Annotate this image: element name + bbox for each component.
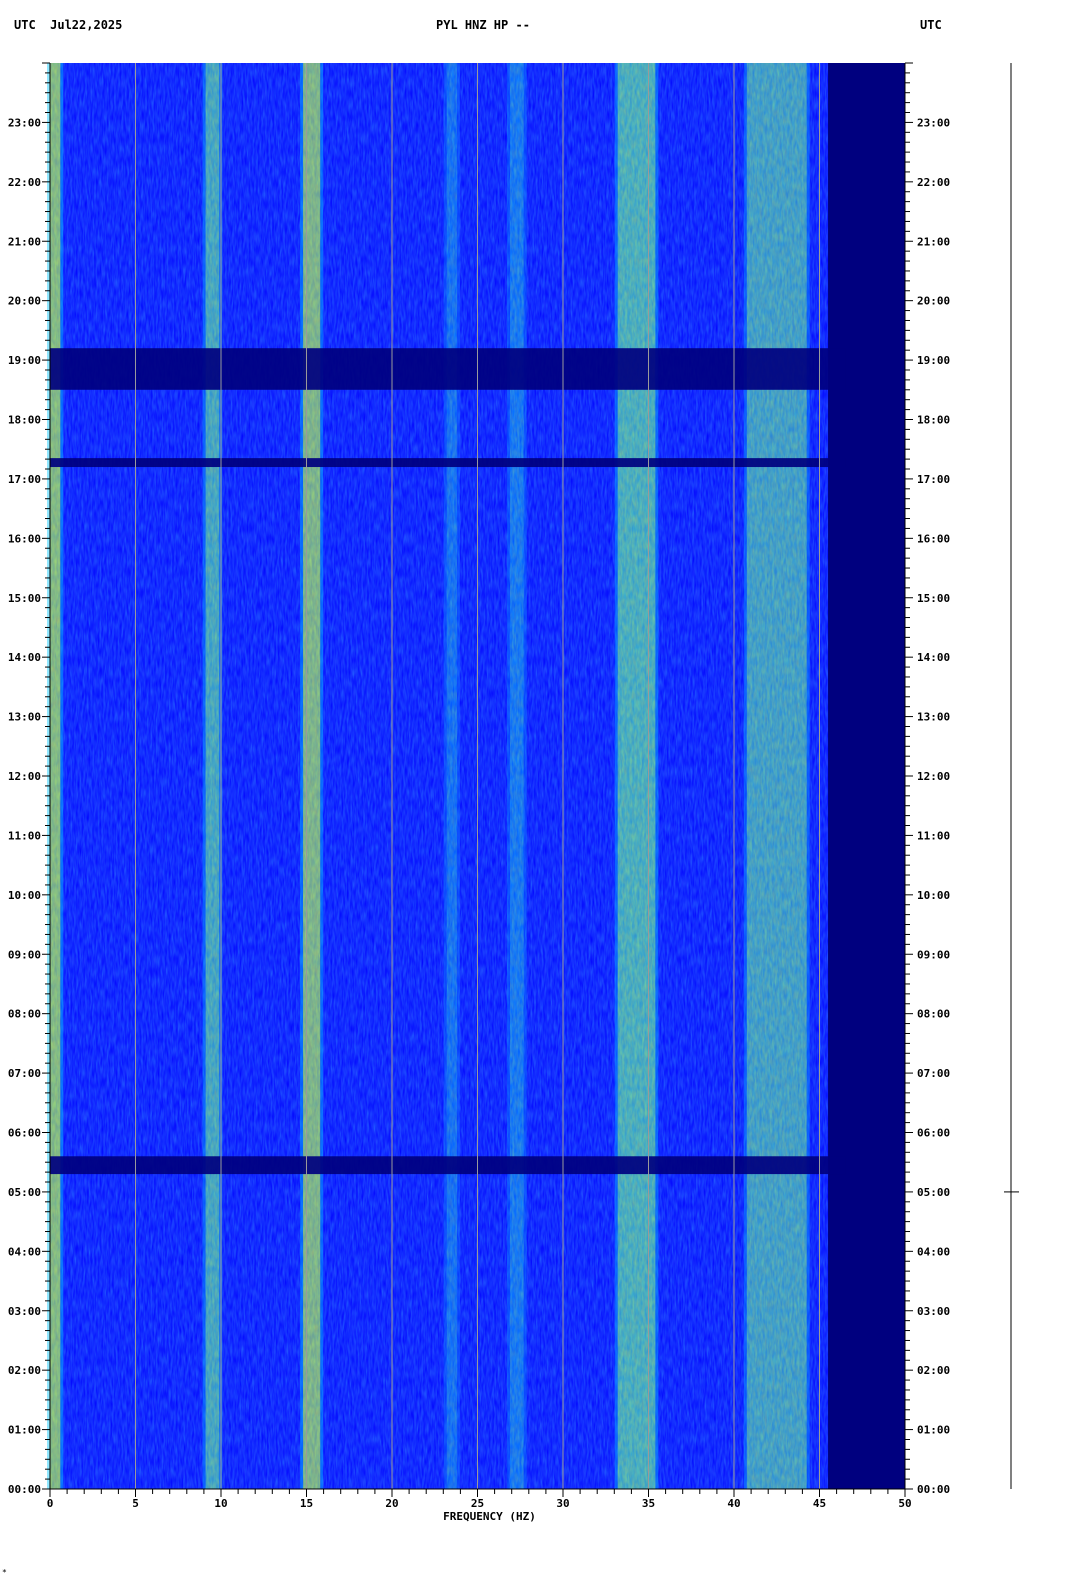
header-station-date: UTC Jul22,2025 — [14, 18, 123, 32]
axes: 00:00 00:00 01:00 01:00 02:00 02:00 03:00 03:00… — [8, 62, 1019, 1523]
frequency-band-peaks — [205, 63, 220, 1489]
y-tick-label-left: 11:00 — [8, 829, 41, 842]
y-tick-label-right: 00:00 — [917, 1483, 950, 1496]
y-tick-label-right: 13:00 — [917, 711, 950, 724]
y-tick-label-right: 05:00 — [917, 1186, 950, 1199]
y-tick-label-right: 10:00 — [917, 889, 950, 902]
y-tick-label-left: 03:00 — [8, 1305, 41, 1318]
y-tick-label-right: 21:00 — [917, 235, 950, 248]
frequency-band-peaks — [303, 63, 321, 1489]
y-tick-label-right: 23:00 — [917, 116, 950, 129]
y-tick-label-right: 18:00 — [917, 414, 950, 427]
y-tick-label-right: 06:00 — [917, 1127, 950, 1140]
header-channel-title: PYL HNZ HP -- — [436, 18, 530, 32]
y-tick-label-left: 01:00 — [8, 1424, 41, 1437]
y-tick-label-left: 05:00 — [8, 1186, 41, 1199]
y-tick-label-right: 17:00 — [917, 473, 950, 486]
x-tick-label: 30 — [556, 1497, 569, 1510]
frequency-band-peaks — [50, 63, 61, 1489]
y-tick-label-right: 04:00 — [917, 1245, 950, 1258]
frequency-band-peaks — [446, 63, 457, 1489]
y-tick-label-left: 02:00 — [8, 1364, 41, 1377]
x-tick-label: 40 — [727, 1497, 740, 1510]
y-tick-label-left: 09:00 — [8, 948, 41, 961]
frequency-band-peaks — [746, 63, 807, 1489]
x-tick-label: 35 — [642, 1497, 655, 1510]
y-tick-label-left: 19:00 — [8, 354, 41, 367]
spectrogram-image — [47, 63, 905, 1489]
x-tick-label: 45 — [813, 1497, 826, 1510]
x-tick-label: 50 — [898, 1497, 911, 1510]
y-tick-label-right: 08:00 — [917, 1008, 950, 1021]
frequency-band-peaks — [617, 63, 656, 1489]
y-tick-label-left: 21:00 — [8, 235, 41, 248]
y-tick-label-left: 00:00 — [8, 1483, 41, 1496]
grid-lines — [135, 63, 820, 1489]
y-tick-label-right: 14:00 — [917, 651, 950, 664]
y-tick-label-right: 02:00 — [917, 1364, 950, 1377]
y-tick-label-left: 13:00 — [8, 711, 41, 724]
quiet-interval — [50, 1156, 846, 1175]
y-tick-label-left: 18:00 — [8, 414, 41, 427]
y-tick-label-right: 09:00 — [917, 948, 950, 961]
x-tick-label: 15 — [300, 1497, 313, 1510]
y-tick-label-left: 08:00 — [8, 1008, 41, 1021]
y-tick-label-left: 12:00 — [8, 770, 41, 783]
y-tick-label-left: 06:00 — [8, 1127, 41, 1140]
y-tick-label-right: 01:00 — [917, 1424, 950, 1437]
x-tick-label: 0 — [47, 1497, 54, 1510]
y-tick-label-left: 10:00 — [8, 889, 41, 902]
y-tick-label-right: 12:00 — [917, 770, 950, 783]
y-tick-label-right: 20:00 — [917, 295, 950, 308]
y-tick-label-right: 07:00 — [917, 1067, 950, 1080]
frequency-band-peaks — [509, 63, 524, 1489]
x-tick-label: 5 — [132, 1497, 139, 1510]
x-axis-title: FREQUENCY (HZ) — [443, 1510, 536, 1523]
y-tick-label-left: 15:00 — [8, 592, 41, 605]
y-tick-label-right: 11:00 — [917, 829, 950, 842]
x-tick-label: 20 — [385, 1497, 398, 1510]
y-tick-label-right: 03:00 — [917, 1305, 950, 1318]
y-tick-label-right: 16:00 — [917, 532, 950, 545]
y-tick-label-left: 04:00 — [8, 1245, 41, 1258]
y-tick-label-left: 20:00 — [8, 295, 41, 308]
quiet-interval — [50, 458, 846, 468]
header-timezone: UTC — [920, 18, 942, 32]
spectrogram-cutoff-region — [828, 63, 905, 1489]
y-tick-label-right: 15:00 — [917, 592, 950, 605]
y-tick-label-right: 19:00 — [917, 354, 950, 367]
y-tick-label-left: 07:00 — [8, 1067, 41, 1080]
quiet-interval — [50, 348, 846, 390]
x-tick-label: 10 — [214, 1497, 227, 1510]
y-tick-label-left: 23:00 — [8, 116, 41, 129]
y-tick-label-left: 22:00 — [8, 176, 41, 189]
footnote-mark: * — [2, 1568, 7, 1577]
y-tick-label-left: 14:00 — [8, 651, 41, 664]
y-tick-label-left: 17:00 — [8, 473, 41, 486]
x-tick-label: 25 — [471, 1497, 484, 1510]
y-tick-label-left: 16:00 — [8, 532, 41, 545]
y-tick-label-right: 22:00 — [917, 176, 950, 189]
